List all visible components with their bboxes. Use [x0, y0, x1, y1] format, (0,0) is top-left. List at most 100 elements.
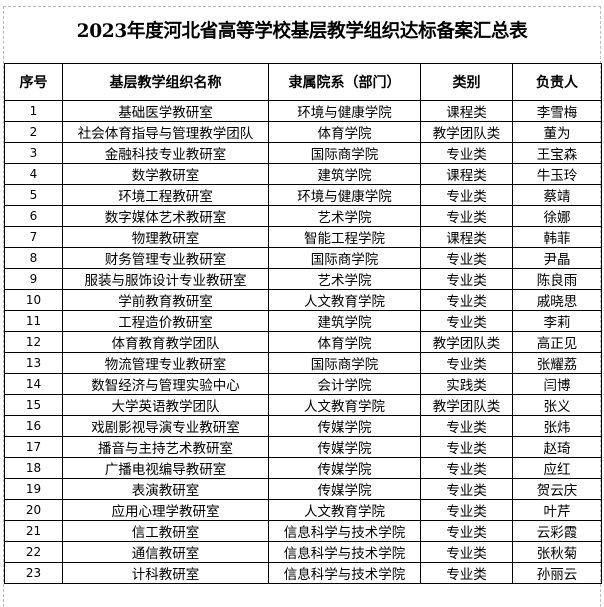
cell-category: 专业类 — [420, 289, 513, 311]
cell-org-name: 通信教研室 — [62, 541, 269, 563]
cell-org-name: 应用心理学教研室 — [62, 499, 269, 521]
cell-org-name: 金融科技专业教研室 — [62, 142, 269, 164]
cell-index: 3 — [4, 142, 63, 164]
table-row: 3 金融科技专业教研室 国际商学院 专业类 王宝森 — [4, 142, 602, 164]
cell-index: 20 — [4, 499, 63, 521]
cell-index: 17 — [4, 436, 63, 458]
table-row: 19 表演教研室 传媒学院 专业类 贺云庆 — [4, 478, 602, 500]
cell-index: 21 — [4, 520, 63, 542]
table-row: 13 物流管理专业教研室 国际商学院 专业类 张耀荔 — [4, 352, 602, 374]
cell-department: 智能工程学院 — [268, 226, 421, 248]
header-index: 序号 — [4, 63, 63, 101]
summary-table: 序号 基层教学组织名称 隶属院系（部门） 类别 负责人 1 基础医学教研室 环境与健… — [4, 63, 602, 584]
cell-leader: 孙丽云 — [512, 562, 602, 584]
cell-category: 教学团队类 — [420, 121, 513, 143]
cell-org-name: 大学英语教学团队 — [62, 394, 269, 416]
table-row: 15 大学英语教学团队 人文教育学院 教学团队类 张义 — [4, 394, 602, 416]
table-row: 9 服装与服饰设计专业教研室 艺术学院 专业类 陈良雨 — [4, 268, 602, 290]
cell-category: 专业类 — [420, 268, 513, 290]
cell-department: 国际商学院 — [268, 142, 421, 164]
cell-category: 专业类 — [420, 520, 513, 542]
cell-leader: 叶芹 — [512, 499, 602, 521]
cell-leader: 李莉 — [512, 310, 602, 332]
cell-department: 信息科学与技术学院 — [268, 520, 421, 542]
cell-category: 专业类 — [420, 184, 513, 206]
header-org-name: 基层教学组织名称 — [62, 63, 269, 101]
cell-leader: 应红 — [512, 457, 602, 479]
cell-org-name: 广播电视编导教研室 — [62, 457, 269, 479]
cell-org-name: 表演教研室 — [62, 478, 269, 500]
table-row: 4 数学教研室 建筑学院 课程类 牛玉玲 — [4, 163, 602, 185]
cell-department: 传媒学院 — [268, 436, 421, 458]
cell-org-name: 戏剧影视导演专业教研室 — [62, 415, 269, 437]
cell-org-name: 环境工程教研室 — [62, 184, 269, 206]
cell-org-name: 财务管理专业教研室 — [62, 247, 269, 269]
cell-index: 7 — [4, 226, 63, 248]
cell-category: 教学团队类 — [420, 331, 513, 353]
cell-leader: 张耀荔 — [512, 352, 602, 374]
cell-category: 专业类 — [420, 205, 513, 227]
cell-leader: 戚晓思 — [512, 289, 602, 311]
table-row: 11 工程造价教研室 建筑学院 专业类 李莉 — [4, 310, 602, 332]
table-row: 22 通信教研室 信息科学与技术学院 专业类 张秋菊 — [4, 541, 602, 563]
cell-department: 体育学院 — [268, 331, 421, 353]
table-row: 8 财务管理专业教研室 国际商学院 专业类 尹晶 — [4, 247, 602, 269]
cell-department: 国际商学院 — [268, 247, 421, 269]
cell-leader: 贺云庆 — [512, 478, 602, 500]
table-row: 16 戏剧影视导演专业教研室 传媒学院 专业类 张炜 — [4, 415, 602, 437]
cell-index: 12 — [4, 331, 63, 353]
cell-index: 15 — [4, 394, 63, 416]
cell-org-name: 体育教育教学团队 — [62, 331, 269, 353]
cell-index: 13 — [4, 352, 63, 374]
header-department: 隶属院系（部门） — [268, 63, 421, 101]
cell-department: 体育学院 — [268, 121, 421, 143]
cell-org-name: 学前教育教研室 — [62, 289, 269, 311]
cell-category: 实践类 — [420, 373, 513, 395]
cell-department: 环境与健康学院 — [268, 184, 421, 206]
cell-org-name: 数字媒体艺术教研室 — [62, 205, 269, 227]
cell-category: 专业类 — [420, 541, 513, 563]
cell-index: 5 — [4, 184, 63, 206]
cell-index: 6 — [4, 205, 63, 227]
cell-category: 课程类 — [420, 100, 513, 122]
cell-index: 1 — [4, 100, 63, 122]
cell-org-name: 社会体育指导与管理教学团队 — [62, 121, 269, 143]
cell-department: 传媒学院 — [268, 457, 421, 479]
cell-category: 教学团队类 — [420, 394, 513, 416]
cell-leader: 陈良雨 — [512, 268, 602, 290]
table-row: 2 社会体育指导与管理教学团队 体育学院 教学团队类 董为 — [4, 121, 602, 143]
cell-leader: 董为 — [512, 121, 602, 143]
cell-org-name: 数智经济与管理实验中心 — [62, 373, 269, 395]
cell-org-name: 计科教研室 — [62, 562, 269, 584]
header-leader: 负责人 — [512, 63, 602, 101]
cell-department: 建筑学院 — [268, 163, 421, 185]
cell-leader: 张炜 — [512, 415, 602, 437]
table-row: 6 数字媒体艺术教研室 艺术学院 专业类 徐娜 — [4, 205, 602, 227]
cell-index: 2 — [4, 121, 63, 143]
cell-department: 人文教育学院 — [268, 289, 421, 311]
table-row: 10 学前教育教研室 人文教育学院 专业类 戚晓思 — [4, 289, 602, 311]
cell-index: 8 — [4, 247, 63, 269]
cell-department: 传媒学院 — [268, 478, 421, 500]
cell-category: 课程类 — [420, 226, 513, 248]
cell-leader: 韩菲 — [512, 226, 602, 248]
cell-leader: 张义 — [512, 394, 602, 416]
cell-leader: 李雪梅 — [512, 100, 602, 122]
table-row: 14 数智经济与管理实验中心 会计学院 实践类 闫博 — [4, 373, 602, 395]
cell-index: 23 — [4, 562, 63, 584]
cell-category: 专业类 — [420, 415, 513, 437]
table-row: 1 基础医学教研室 环境与健康学院 课程类 李雪梅 — [4, 100, 602, 122]
table-row: 5 环境工程教研室 环境与健康学院 专业类 蔡靖 — [4, 184, 602, 206]
cell-org-name: 基础医学教研室 — [62, 100, 269, 122]
cell-department: 传媒学院 — [268, 415, 421, 437]
cell-org-name: 工程造价教研室 — [62, 310, 269, 332]
cell-leader: 王宝森 — [512, 142, 602, 164]
cell-leader: 云彩霞 — [512, 520, 602, 542]
cell-department: 信息科学与技术学院 — [268, 541, 421, 563]
table-row: 18 广播电视编导教研室 传媒学院 专业类 应红 — [4, 457, 602, 479]
document-title: 2023年度河北省高等学校基层教学组织达标备案汇总表 — [76, 21, 528, 42]
cell-department: 人文教育学院 — [268, 394, 421, 416]
cell-department: 人文教育学院 — [268, 499, 421, 521]
cell-leader: 牛玉玲 — [512, 163, 602, 185]
cell-leader: 尹晶 — [512, 247, 602, 269]
